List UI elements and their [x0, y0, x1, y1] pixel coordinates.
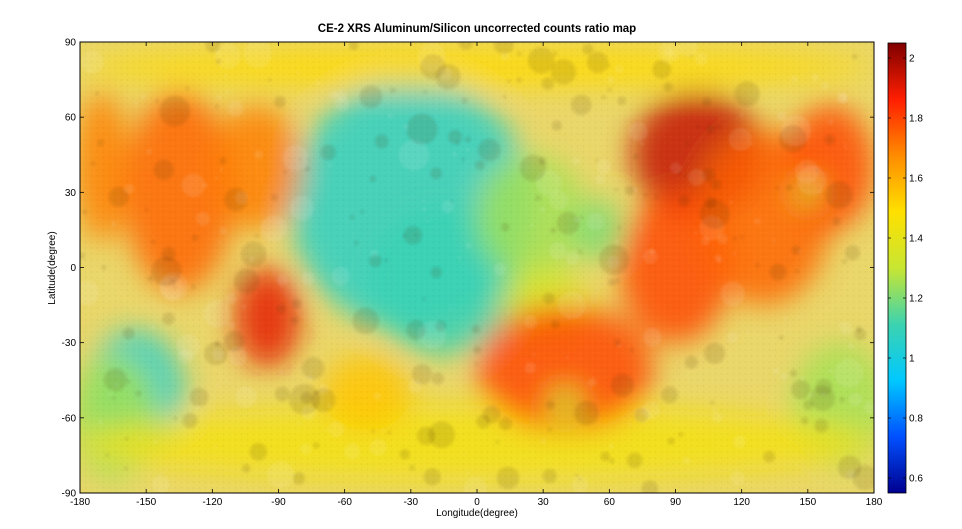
chart-title: CE-2 XRS Aluminum/Silicon uncorrected co…	[318, 23, 636, 35]
y-tick-label: -30	[62, 338, 77, 349]
y-axis-label: Latitude(degree)	[47, 231, 58, 304]
y-tick-label: 90	[65, 38, 77, 49]
plot-area	[80, 42, 874, 493]
x-tick-label: -120	[202, 497, 222, 508]
x-tick-label: 0	[474, 497, 480, 508]
x-tick-label: -150	[136, 497, 156, 508]
colorbar-tick-label: 1.8	[909, 114, 923, 125]
x-tick-label: -60	[337, 497, 352, 508]
y-tick-label: 0	[70, 263, 76, 274]
map-grain	[80, 42, 874, 493]
x-tick-label: 180	[866, 497, 883, 508]
colorbar-tick-label: 1.6	[909, 174, 923, 185]
colorbar-gradient	[887, 42, 907, 494]
colorbar-tick-label: 1.4	[909, 234, 923, 245]
colorbar-ticks: 0.6 0.8 1 1.2 1.4 1.6 1.8 2	[888, 54, 923, 485]
x-tick-label: 60	[604, 497, 616, 508]
y-tick-label: 30	[65, 188, 77, 199]
colorbar-tick-label: 0.8	[909, 414, 923, 425]
colorbar-tick-label: 1	[909, 354, 915, 365]
x-tick-label: 30	[538, 497, 550, 508]
colorbar-tick-label: 1.2	[909, 294, 923, 305]
x-axis-label: Longitude(degree)	[436, 508, 518, 519]
x-tick-label: -30	[404, 497, 419, 508]
colorbar-tick-label: 0.6	[909, 474, 923, 485]
x-tick-label: 150	[799, 497, 816, 508]
x-tick-label: 120	[733, 497, 750, 508]
y-tick-label: 60	[65, 113, 77, 124]
x-tick-label: -180	[70, 497, 90, 508]
colorbar-tick-label: 2	[909, 54, 915, 65]
y-tick-label: -60	[62, 413, 77, 424]
colorbar: 0.6 0.8 1 1.2 1.4 1.6 1.8 2	[887, 42, 923, 494]
y-tick-label: -90	[62, 489, 77, 500]
x-tick-label: -90	[271, 497, 286, 508]
y-axis-ticks: -90 -60 -30 0 30 60 90	[62, 38, 874, 500]
x-tick-label: 90	[670, 497, 682, 508]
x-axis-ticks: -180 -150 -120 -90 -60 -30 0 30 60 90 120 150 180	[70, 42, 883, 508]
